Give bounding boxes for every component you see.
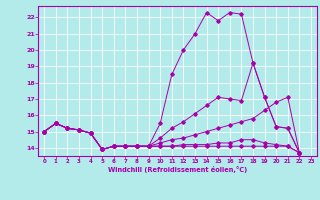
X-axis label: Windchill (Refroidissement éolien,°C): Windchill (Refroidissement éolien,°C)	[108, 166, 247, 173]
